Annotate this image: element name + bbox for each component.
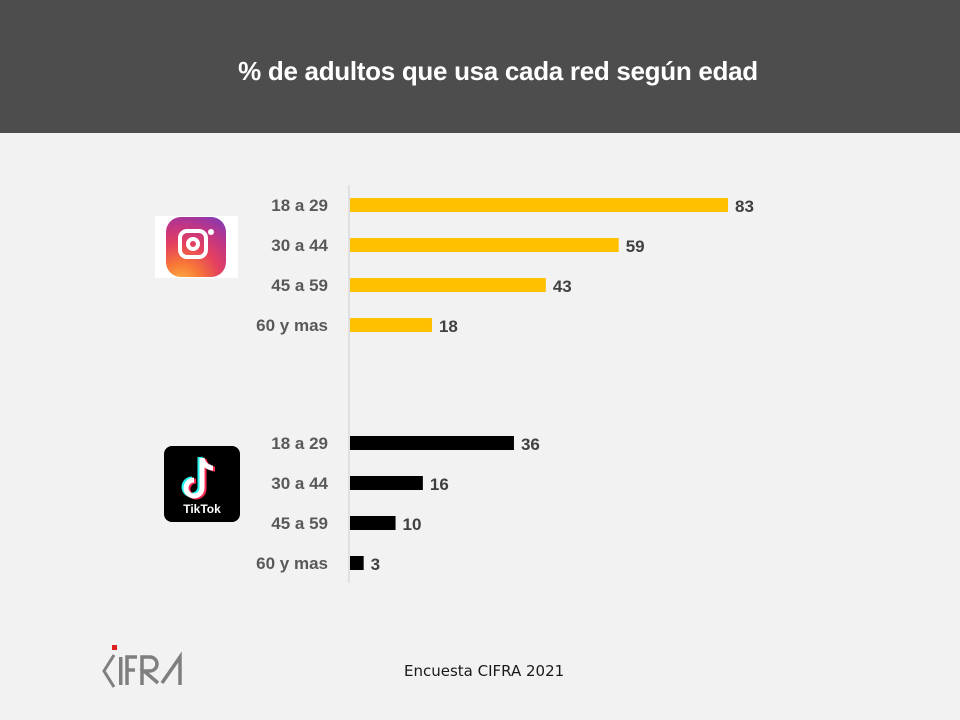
instagram-logo-icon	[155, 216, 238, 278]
source-note: Encuesta CIFRA 2021	[404, 662, 565, 680]
tiktok-data-label: 10	[403, 515, 422, 534]
instagram-bar	[350, 318, 432, 332]
instagram-category-label: 30 a 44	[271, 236, 328, 255]
instagram-category-label: 60 y mas	[256, 316, 328, 335]
tiktok-category-label: 30 a 44	[271, 474, 328, 493]
tiktok-category-label: 18 a 29	[271, 434, 328, 453]
tiktok-data-label: 36	[521, 435, 540, 454]
instagram-category-label: 45 a 59	[271, 276, 328, 295]
instagram-data-label: 18	[439, 317, 458, 336]
tiktok-data-label: 16	[430, 475, 449, 494]
tiktok-bar	[350, 436, 514, 450]
tiktok-category-label: 60 y mas	[256, 554, 328, 573]
tiktok-bar	[350, 476, 423, 490]
instagram-data-label: 43	[553, 277, 572, 296]
tiktok-logo-icon: TikTok	[164, 446, 240, 522]
instagram-bar	[350, 198, 728, 212]
tiktok-bar	[350, 556, 364, 570]
instagram-data-label: 83	[735, 197, 754, 216]
cifra-logo-icon	[102, 645, 182, 688]
header-bar: % de adultos que usa cada red según edad	[0, 0, 960, 133]
instagram-category-label: 18 a 29	[271, 196, 328, 215]
instagram-data-label: 59	[626, 237, 645, 256]
tiktok-logo-text: TikTok	[183, 502, 221, 516]
tiktok-data-label: 3	[371, 555, 380, 574]
chart-title: % de adultos que usa cada red según edad	[238, 56, 758, 86]
instagram-bar	[350, 278, 546, 292]
tiktok-category-label: 45 a 59	[271, 514, 328, 533]
instagram-bar	[350, 238, 619, 252]
tiktok-bar	[350, 516, 396, 530]
